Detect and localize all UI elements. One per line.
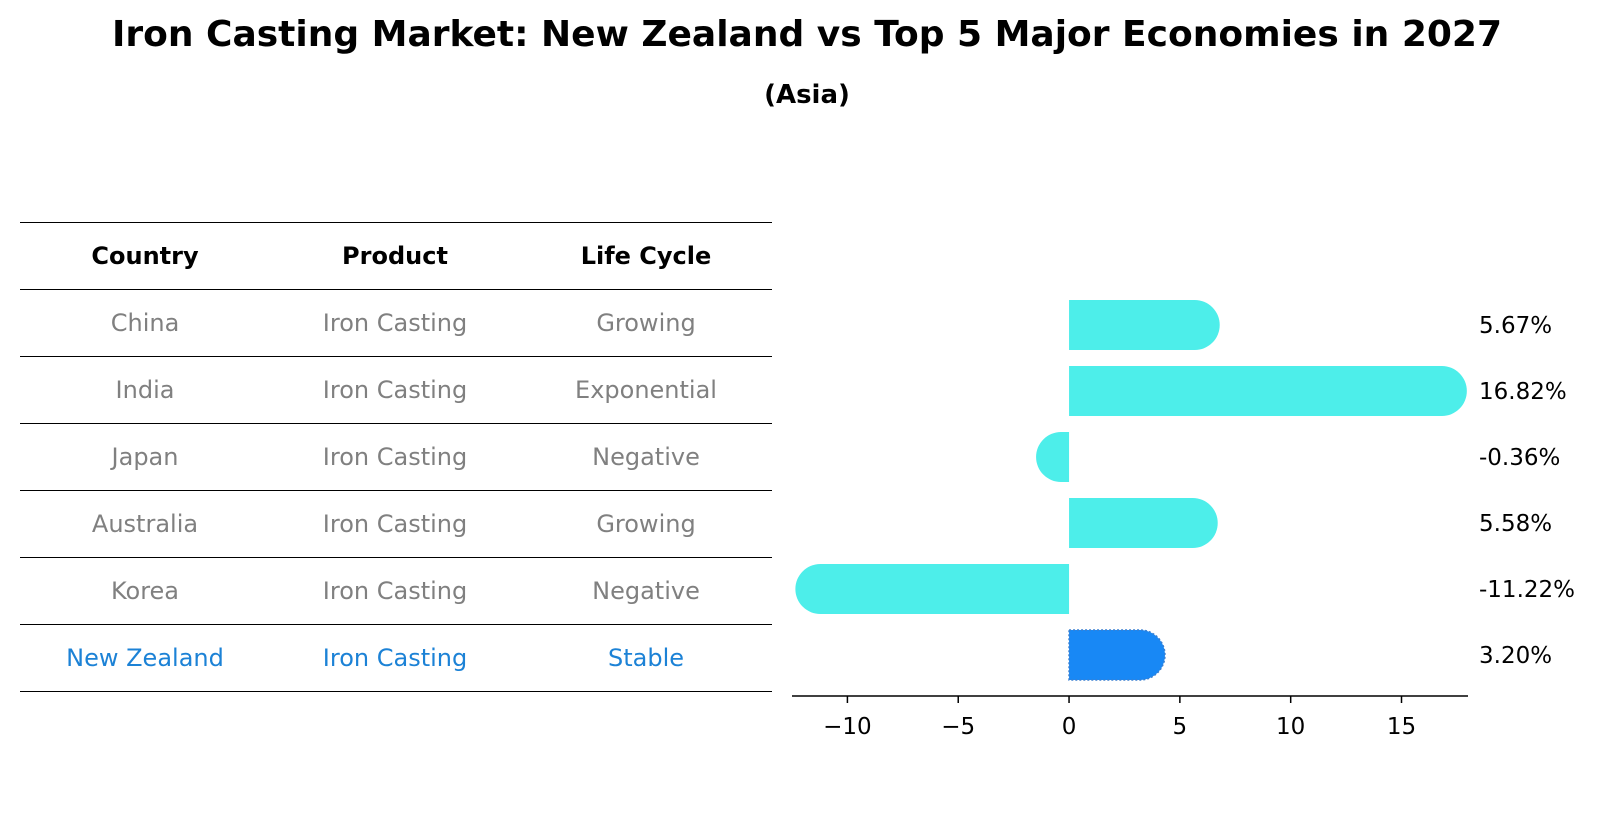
cell-country: India	[20, 356, 270, 424]
cell-life-cycle: Exponential	[520, 356, 772, 424]
x-tick-label: −10	[823, 714, 872, 740]
bar-value-label: 16.82%	[1479, 379, 1567, 405]
bar-value-label: 5.67%	[1479, 313, 1552, 339]
bar-value-label: 5.58%	[1479, 511, 1552, 537]
cell-product: Iron Casting	[270, 557, 520, 625]
cell-country: Japan	[20, 423, 270, 491]
cell-country: Korea	[20, 557, 270, 625]
table-header-row: Country Product Life Cycle	[20, 222, 772, 290]
bar-value-label: 3.20%	[1479, 643, 1552, 669]
cell-product: Iron Casting	[270, 624, 520, 692]
cell-country: Australia	[20, 490, 270, 558]
table-row: Korea Iron Casting Negative	[20, 557, 772, 625]
cell-product: Iron Casting	[270, 423, 520, 491]
x-tick-label: 10	[1276, 714, 1305, 740]
cell-country: China	[20, 289, 270, 357]
bar-value-label: -11.22%	[1479, 577, 1575, 603]
header-country: Country	[20, 222, 270, 290]
header-life-cycle: Life Cycle	[520, 222, 772, 290]
bar	[1069, 300, 1220, 350]
cell-product: Iron Casting	[270, 356, 520, 424]
cell-country: New Zealand	[20, 624, 270, 692]
bar	[1069, 498, 1218, 548]
x-tick-label: 5	[1173, 714, 1188, 740]
table-row-highlighted: New Zealand Iron Casting Stable	[20, 624, 772, 692]
chart-subtitle: (Asia)	[764, 80, 850, 110]
cell-life-cycle: Negative	[520, 423, 772, 491]
cell-product: Iron Casting	[270, 490, 520, 558]
header-product: Product	[270, 222, 520, 290]
table-row: Australia Iron Casting Growing	[20, 490, 772, 558]
bar	[1036, 432, 1070, 482]
cell-life-cycle: Growing	[520, 490, 772, 558]
cell-life-cycle: Growing	[520, 289, 772, 357]
bar-highlighted	[1068, 629, 1166, 681]
chart-title: Iron Casting Market: New Zealand vs Top …	[111, 14, 1503, 55]
bar-value-label: -0.36%	[1479, 445, 1560, 471]
table-row: China Iron Casting Growing	[20, 289, 772, 357]
bar	[795, 564, 1070, 614]
table-row: India Iron Casting Exponential	[20, 356, 772, 424]
comparison-table: Country Product Life Cycle China Iron Ca…	[20, 222, 772, 692]
bar	[1069, 366, 1467, 416]
comparison-table-container: Country Product Life Cycle China Iron Ca…	[20, 222, 772, 692]
x-tick-label: −5	[941, 714, 975, 740]
cell-life-cycle: Negative	[520, 557, 772, 625]
table-row: Japan Iron Casting Negative	[20, 423, 772, 491]
cell-product: Iron Casting	[270, 289, 520, 357]
cell-life-cycle: Stable	[520, 624, 772, 692]
x-tick-label: 15	[1387, 714, 1416, 740]
x-tick-label: 0	[1062, 714, 1077, 740]
